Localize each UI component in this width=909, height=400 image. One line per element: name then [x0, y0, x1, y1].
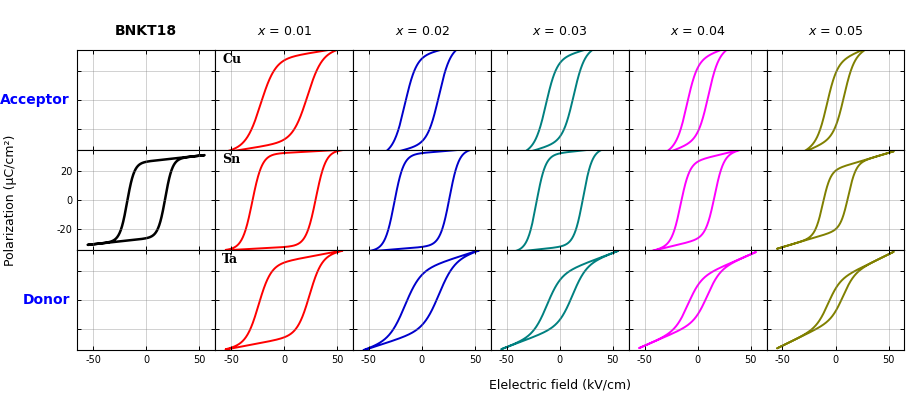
- Text: Sn: Sn: [222, 153, 240, 166]
- Text: Cu: Cu: [222, 53, 241, 66]
- Text: $x$ = 0.04: $x$ = 0.04: [670, 25, 725, 38]
- Text: Donor: Donor: [23, 293, 70, 307]
- Text: $x$ = 0.03: $x$ = 0.03: [533, 25, 587, 38]
- Text: BNKT18: BNKT18: [115, 24, 177, 38]
- Text: $x$ = 0.05: $x$ = 0.05: [808, 25, 863, 38]
- Text: $x$ = 0.02: $x$ = 0.02: [395, 25, 449, 38]
- Text: Ta: Ta: [222, 253, 238, 266]
- Text: Elelectric field (kV/cm): Elelectric field (kV/cm): [489, 379, 631, 392]
- Text: $x$ = 0.01: $x$ = 0.01: [256, 25, 312, 38]
- Text: Acceptor: Acceptor: [0, 93, 70, 107]
- Text: Polarization (μC/cm²): Polarization (μC/cm²): [5, 134, 17, 266]
